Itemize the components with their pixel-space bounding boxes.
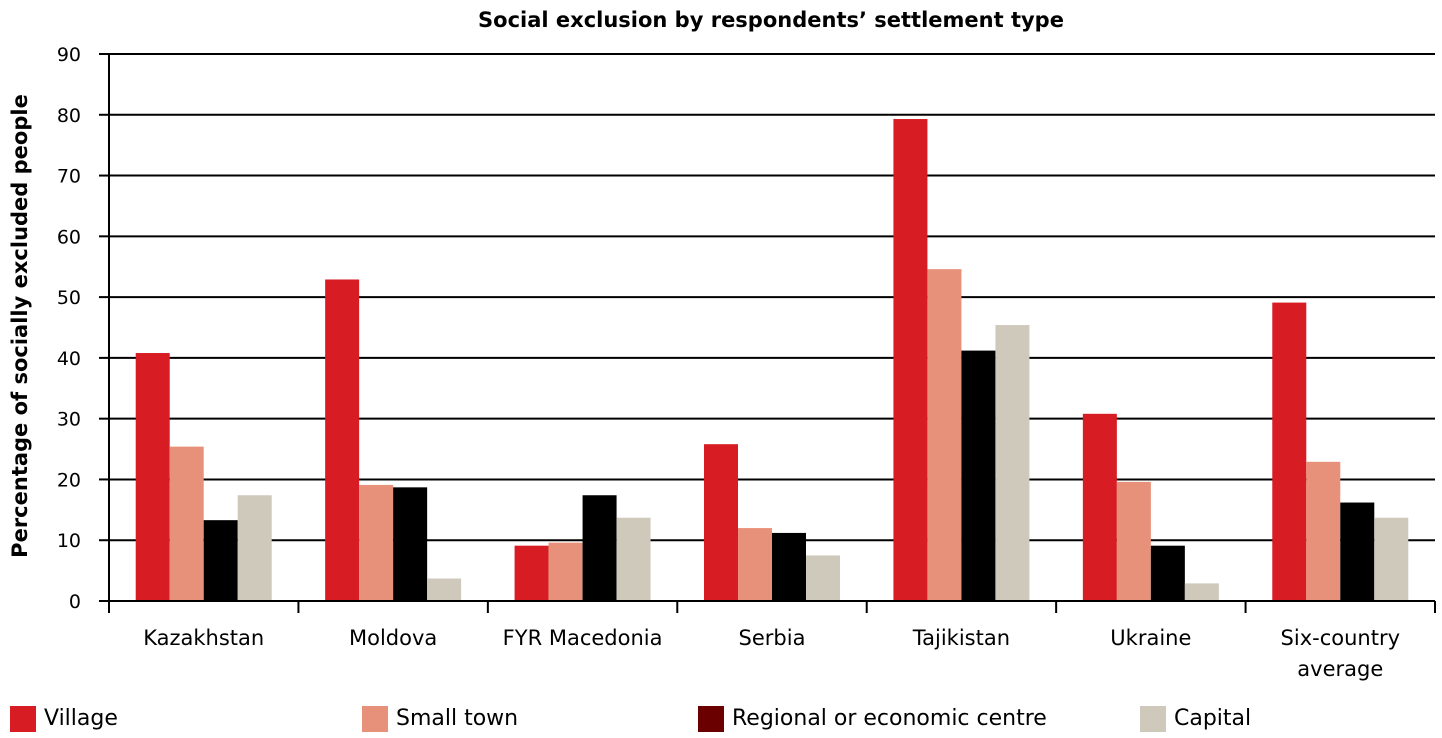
legend-label: Village [44,706,118,731]
x-tick-label: Tajikistan [912,626,1010,650]
legend-item: Regional or economic centre [698,706,1047,732]
bar [359,484,394,601]
bar [203,520,238,601]
legend-item: Capital [1140,706,1251,732]
bar [582,495,617,601]
chart-canvas: Social exclusion by respondents’ settlem… [8,8,1436,681]
bars [135,119,1409,601]
bar [616,517,651,601]
bar [427,578,462,601]
y-tick-label: 0 [69,591,81,613]
bar [169,446,204,601]
bar [1374,517,1409,601]
bar [1306,461,1341,601]
legend-label: Capital [1174,706,1252,731]
y-tick-label: 90 [57,44,81,66]
x-tick-label: Six-country [1281,626,1400,650]
legend: Village Small town Regional or economic ce… [0,702,1442,738]
y-tick-labels: 0 10 20 30 40 50 60 70 80 90 [57,44,81,613]
bar [961,350,996,601]
y-tick-label: 40 [57,348,81,370]
x-tick-label: Ukraine [1110,626,1191,650]
bar [806,555,840,601]
y-tick-label: 20 [57,469,81,491]
bar [1116,481,1151,601]
bar [1184,583,1219,601]
x-tick-label: average [1297,657,1383,681]
bar [135,353,170,601]
legend-swatch [698,706,724,732]
x-tick-label: FYR Macedonia [503,626,663,650]
legend-label: Regional or economic centre [732,706,1047,731]
legend-item: Small town [362,706,518,732]
bar [237,495,272,601]
y-tick-label: 30 [57,409,81,431]
y-tick-label: 80 [57,105,81,127]
y-tick-label: 70 [57,166,81,188]
x-tick-label: Serbia [739,626,806,650]
legend-label: Small town [396,706,519,731]
bar [325,279,360,601]
bar [772,532,806,601]
bar [927,269,962,601]
x-tick-label: Kazakhstan [143,626,264,650]
legend-swatch [1140,706,1166,732]
bar [548,542,583,601]
legend-swatch [362,706,388,732]
bar [738,528,772,601]
axes [108,54,1436,613]
bar [393,487,428,601]
bar [514,545,549,601]
x-tick-labels: Kazakhstan Moldova FYR Macedonia Serbia Taji… [143,626,1400,681]
y-tick-label: 60 [57,226,81,248]
bar [893,119,928,601]
bar [704,444,738,601]
y-tick-label: 50 [57,287,81,309]
bar [1150,545,1185,601]
y-tick-label: 10 [57,530,81,552]
y-axis-label: Percentage of socially excluded people [8,94,32,558]
legend-swatch [10,706,36,732]
bar [1272,302,1307,601]
chart-title: Social exclusion by respondents’ settlem… [478,8,1064,32]
legend-item: Village [10,706,118,732]
gridlines [99,53,1435,602]
bar [1340,502,1375,601]
x-tick-label: Moldova [349,626,437,650]
bar [995,325,1030,601]
bar [1082,413,1117,601]
